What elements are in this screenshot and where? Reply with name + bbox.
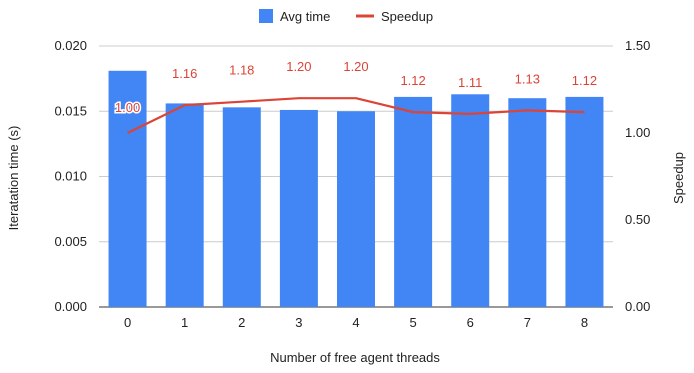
x-tick-label: 2 <box>238 315 245 330</box>
bar-avg-time <box>108 70 147 307</box>
speedup-data-label: 1.11 <box>458 75 482 90</box>
x-tick-label: 3 <box>295 315 302 330</box>
x-tick-label: 1 <box>181 315 188 330</box>
bar-avg-time <box>337 111 375 307</box>
bar-avg-time <box>222 107 261 308</box>
speedup-line-group: 1.00 1.16 1.18 1.20 1.20 1.12 1.11 1.13 1.12 <box>113 59 597 134</box>
y2-tick-label: 0.00 <box>625 299 650 314</box>
speedup-data-label: 1.20 <box>286 59 311 74</box>
legend: Avg time Speedup <box>259 9 433 24</box>
x-axis-title: Number of free agent threads <box>270 350 440 365</box>
y-tick-label: 0.020 <box>54 38 87 53</box>
x-ticks: 0 1 2 3 4 5 6 7 8 <box>124 315 588 330</box>
bar-avg-time <box>508 98 547 307</box>
bar-avg-time <box>279 109 318 307</box>
legend-swatch-avg-time <box>259 9 273 23</box>
y-tick-label: 0.000 <box>54 299 87 314</box>
legend-label-speedup: Speedup <box>381 9 433 24</box>
x-tick-label: 5 <box>409 315 416 330</box>
x-tick-label: 7 <box>524 315 531 330</box>
speedup-data-label: 1.20 <box>343 59 368 74</box>
y2-tick-label: 1.00 <box>625 125 650 140</box>
y2-axis-title: Speedup <box>671 152 686 204</box>
avg-time-bars <box>108 70 604 308</box>
speedup-data-label: 1.00 <box>115 100 140 115</box>
bar-avg-time <box>165 103 204 307</box>
bar-avg-time <box>565 96 604 308</box>
bar-avg-time <box>451 94 490 307</box>
x-tick-label: 8 <box>581 315 588 330</box>
left-y-ticks: 0.000 0.005 0.010 0.015 0.020 <box>54 38 87 314</box>
y-tick-label: 0.005 <box>54 234 87 249</box>
y-axis-title: Iteratation time (s) <box>6 126 21 231</box>
speedup-line <box>127 97 585 134</box>
y2-tick-label: 0.50 <box>625 212 650 227</box>
right-y-ticks: 0.00 0.50 1.00 1.50 <box>625 38 650 314</box>
speedup-data-label: 1.18 <box>229 63 254 78</box>
x-tick-label: 4 <box>352 315 359 330</box>
legend-label-avg-time: Avg time <box>280 9 330 24</box>
speedup-data-label: 1.13 <box>515 71 540 86</box>
speedup-data-label: 1.12 <box>400 73 425 88</box>
y-tick-label: 0.015 <box>54 103 87 118</box>
x-tick-label: 6 <box>467 315 474 330</box>
speedup-data-label: 1.16 <box>172 66 197 81</box>
x-tick-label: 0 <box>124 315 131 330</box>
y-tick-label: 0.010 <box>54 169 87 184</box>
bar-avg-time <box>394 96 433 308</box>
speedup-data-label: 1.12 <box>572 73 597 88</box>
y2-tick-label: 1.50 <box>625 38 650 53</box>
